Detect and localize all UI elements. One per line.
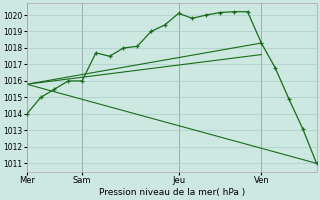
X-axis label: Pression niveau de la mer( hPa ): Pression niveau de la mer( hPa ) [99,188,245,197]
